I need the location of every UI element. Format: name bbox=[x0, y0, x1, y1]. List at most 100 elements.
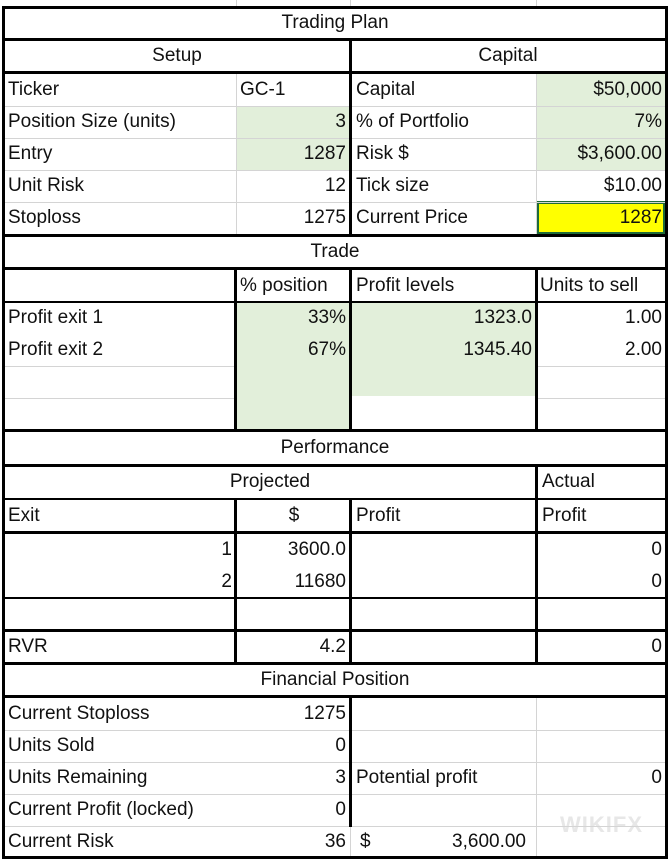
performance-header: Performance bbox=[280, 437, 390, 458]
border bbox=[349, 697, 352, 827]
gridline bbox=[236, 0, 237, 8]
performance-dollars-2[interactable]: 11680 bbox=[294, 571, 346, 592]
performance-exit-1[interactable]: 1 bbox=[221, 539, 232, 560]
gridline bbox=[4, 138, 666, 139]
gridline bbox=[536, 696, 537, 858]
performance-actual-1[interactable]: 0 bbox=[651, 539, 662, 560]
performance-profit-2[interactable] bbox=[352, 566, 536, 598]
financial-header: Financial Position bbox=[260, 669, 410, 690]
trade-units-exit-1[interactable]: 1.00 bbox=[625, 307, 662, 328]
setup-value-stoploss[interactable]: 1275 bbox=[303, 207, 346, 228]
capital-label-risk[interactable]: Risk $ bbox=[356, 143, 409, 164]
performance-actual-2[interactable]: 0 bbox=[651, 571, 662, 592]
gridline bbox=[536, 366, 666, 367]
financial-label-current-risk[interactable]: Current Risk bbox=[8, 831, 114, 852]
performance-col-dollars[interactable]: $ bbox=[288, 505, 300, 526]
financial-value-current-risk[interactable]: 36 bbox=[324, 831, 346, 852]
border bbox=[2, 695, 668, 698]
gridline bbox=[4, 826, 666, 827]
financial-label-units-remaining[interactable]: Units Remaining bbox=[8, 767, 148, 788]
performance-col-actual-profit[interactable]: Profit bbox=[542, 505, 587, 526]
watermark: WIKIFX bbox=[560, 812, 643, 837]
trade-col-pct-position[interactable]: % position bbox=[240, 275, 328, 296]
gridline bbox=[4, 366, 236, 367]
trade-col-units-to-sell[interactable]: Units to sell bbox=[540, 275, 639, 296]
financial-risk-amount[interactable]: 3,600.00 bbox=[452, 831, 526, 852]
rvr-value[interactable]: 4.2 bbox=[319, 636, 346, 657]
input-fill-trade-pct bbox=[236, 302, 350, 430]
performance-exit-2[interactable]: 2 bbox=[221, 571, 232, 592]
trade-label-exit-1[interactable]: Profit exit 1 bbox=[8, 307, 104, 328]
financial-label-current-stoploss[interactable]: Current Stoploss bbox=[8, 703, 150, 724]
setup-label-unit-risk[interactable]: Unit Risk bbox=[8, 175, 85, 196]
performance-profit-1[interactable] bbox=[352, 534, 536, 566]
border bbox=[2, 429, 668, 432]
performance-col-profit[interactable]: Profit bbox=[356, 505, 401, 526]
trade-level-exit-1[interactable]: 1323.0 bbox=[473, 307, 532, 328]
trade-units-exit-2[interactable]: 2.00 bbox=[625, 339, 662, 360]
sheet-title: Trading Plan bbox=[281, 12, 389, 33]
gridline bbox=[536, 0, 537, 8]
setup-label-entry[interactable]: Entry bbox=[8, 143, 53, 164]
capital-value-portfolio-pct[interactable]: 7% bbox=[634, 111, 662, 132]
capital-value-capital[interactable]: $50,000 bbox=[593, 79, 662, 100]
setup-label-ticker[interactable]: Ticker bbox=[8, 79, 60, 100]
border bbox=[2, 6, 668, 9]
border bbox=[2, 856, 668, 859]
gridline bbox=[4, 202, 666, 203]
financial-label-units-sold[interactable]: Units Sold bbox=[8, 735, 95, 756]
setup-value-entry[interactable]: 1287 bbox=[303, 143, 346, 164]
trade-level-exit-2[interactable]: 1345.40 bbox=[463, 339, 532, 360]
performance-actual-header: Actual bbox=[542, 471, 595, 492]
capital-header: Capital bbox=[478, 45, 538, 66]
border bbox=[2, 38, 668, 41]
gridline bbox=[236, 72, 237, 236]
financial-value-units-sold[interactable]: 0 bbox=[335, 735, 346, 756]
financial-value-current-stoploss[interactable]: 1275 bbox=[303, 703, 346, 724]
border bbox=[535, 269, 538, 431]
trade-pct-exit-2[interactable]: 67% bbox=[307, 339, 346, 360]
border bbox=[2, 498, 668, 500]
gridline bbox=[536, 398, 666, 399]
setup-value-position-size[interactable]: 3 bbox=[335, 111, 346, 132]
border bbox=[2, 234, 668, 237]
capital-label-current-price[interactable]: Current Price bbox=[356, 207, 468, 228]
border bbox=[349, 499, 352, 664]
capital-label-portfolio-pct[interactable]: % of Portfolio bbox=[356, 111, 469, 132]
financial-risk-currency[interactable]: $ bbox=[360, 831, 371, 852]
performance-projected-header: Projected bbox=[229, 471, 311, 492]
financial-value-potential-profit[interactable]: 0 bbox=[651, 767, 662, 788]
capital-value-risk[interactable]: $3,600.00 bbox=[577, 143, 662, 164]
border bbox=[2, 6, 5, 859]
gridline bbox=[4, 730, 666, 731]
input-fill-trade-levels bbox=[350, 302, 536, 396]
border bbox=[2, 662, 668, 665]
setup-label-stoploss[interactable]: Stoploss bbox=[8, 207, 81, 228]
trade-header: Trade bbox=[310, 241, 360, 262]
gridline bbox=[350, 0, 351, 8]
financial-value-current-profit[interactable]: 0 bbox=[335, 799, 346, 820]
trade-pct-exit-1[interactable]: 33% bbox=[307, 307, 346, 328]
setup-value-ticker[interactable]: GC-1 bbox=[240, 79, 286, 100]
setup-value-unit-risk[interactable]: 12 bbox=[324, 175, 346, 196]
border bbox=[2, 597, 668, 599]
performance-col-exit[interactable]: Exit bbox=[8, 505, 40, 526]
rvr-actual[interactable]: 0 bbox=[651, 636, 662, 657]
capital-label-capital[interactable]: Capital bbox=[356, 79, 416, 100]
financial-label-potential-profit[interactable]: Potential profit bbox=[356, 767, 478, 788]
trade-col-profit-levels[interactable]: Profit levels bbox=[356, 275, 455, 296]
capital-label-tick-size[interactable]: Tick size bbox=[356, 175, 430, 196]
gridline bbox=[4, 794, 666, 795]
gridline bbox=[4, 106, 666, 107]
border bbox=[2, 267, 668, 270]
financial-label-current-profit[interactable]: Current Profit (locked) bbox=[8, 799, 194, 820]
capital-value-current-price[interactable]: 1287 bbox=[536, 201, 666, 235]
gridline bbox=[536, 72, 537, 236]
trade-label-exit-2[interactable]: Profit exit 2 bbox=[8, 339, 104, 360]
setup-label-position-size[interactable]: Position Size (units) bbox=[8, 111, 176, 132]
rvr-label[interactable]: RVR bbox=[8, 636, 48, 657]
performance-dollars-1[interactable]: 3600.0 bbox=[287, 539, 346, 560]
financial-value-units-remaining[interactable]: 3 bbox=[335, 767, 346, 788]
capital-value-tick-size[interactable]: $10.00 bbox=[603, 175, 662, 196]
